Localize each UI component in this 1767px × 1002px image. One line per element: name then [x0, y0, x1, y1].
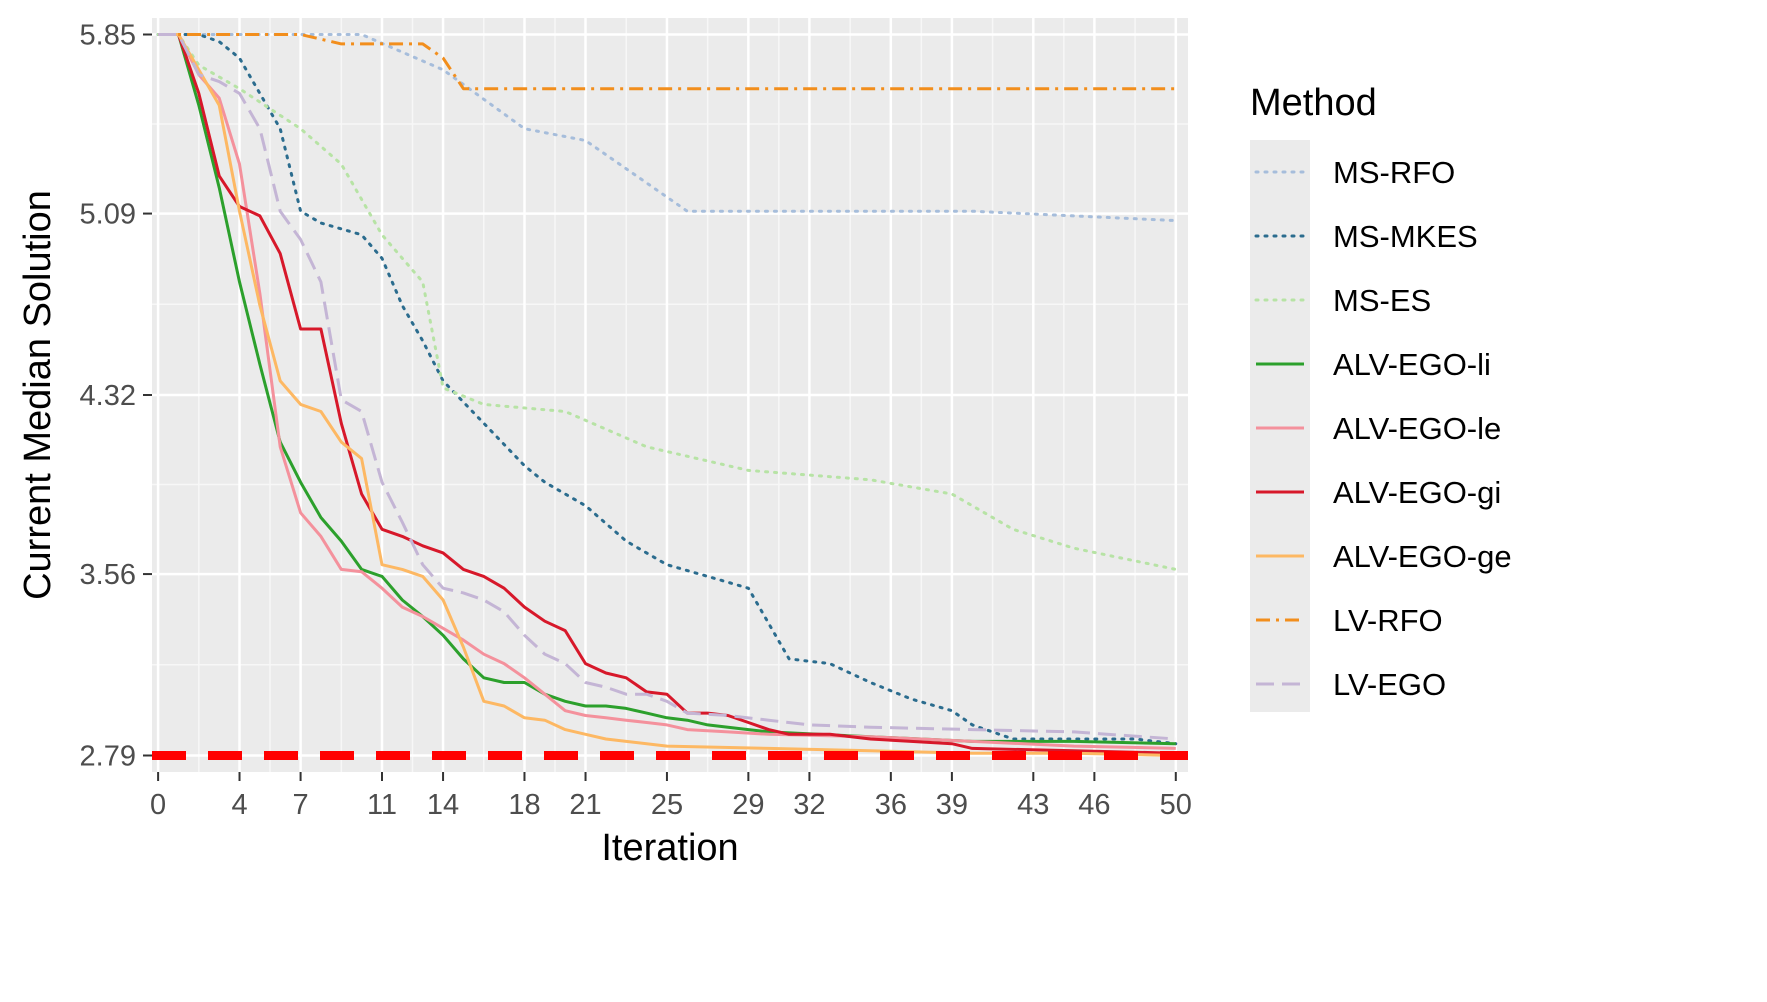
- x-tick-label: 36: [875, 789, 907, 821]
- series-line-lv-ego: [158, 33, 1176, 741]
- legend-label: MS-RFO: [1333, 155, 1455, 190]
- x-tick-label: 50: [1160, 789, 1192, 821]
- x-tick-label: 32: [793, 789, 825, 821]
- x-tick-label: 0: [150, 789, 166, 821]
- x-tick-label: 7: [293, 789, 309, 821]
- x-tick-label: 21: [569, 789, 601, 821]
- x-tick-label: 4: [231, 789, 247, 821]
- legend-label: ALV-EGO-gi: [1333, 475, 1501, 510]
- legend-items: MS-RFO MS-MKES MS-ES ALV-EGO-li ALV-EGO-le AL…: [1250, 140, 1512, 712]
- major-gridlines: [152, 18, 1188, 772]
- x-tick-label: 39: [936, 789, 968, 821]
- x-tick-label: 25: [651, 789, 683, 821]
- legend-item-ms-rfo: MS-RFO: [1254, 155, 1455, 190]
- legend-item-alv-ego-ge: ALV-EGO-ge: [1256, 539, 1512, 574]
- legend-label: LV-EGO: [1333, 667, 1446, 702]
- series-line-alv-ego-li: [158, 33, 1176, 746]
- x-tick-label: 46: [1078, 789, 1110, 821]
- legend-item-alv-ego-le: ALV-EGO-le: [1256, 411, 1501, 446]
- series-line-alv-ego-gi: [158, 33, 1176, 755]
- y-axis-title: Current Median Solution: [17, 190, 59, 600]
- axes: 0 4 7 11 14 18 21 25 29 32 36 39 43 46 50 2.79 3.56 4.32 5…: [80, 19, 1192, 821]
- y-tick-label: 5.85: [80, 19, 136, 51]
- legend-item-ms-mkes: MS-MKES: [1254, 219, 1478, 254]
- x-tick-label: 29: [732, 789, 764, 821]
- x-tick-label: 11: [367, 789, 397, 821]
- legend-key-background: [1250, 140, 1310, 712]
- y-tick-label: 2.79: [80, 741, 136, 773]
- series-line-alv-ego-ge: [158, 33, 1176, 757]
- legend-item-alv-ego-gi: ALV-EGO-gi: [1256, 475, 1501, 510]
- legend-label: MS-ES: [1333, 283, 1431, 318]
- x-tick-label: 18: [508, 789, 540, 821]
- x-axis-title: Iteration: [601, 827, 738, 869]
- legend-label: ALV-EGO-li: [1333, 347, 1491, 382]
- legend-label: ALV-EGO-le: [1333, 411, 1501, 446]
- legend: Method MS-RFO MS-MKES MS-ES ALV-EGO-li ALV-E…: [1250, 82, 1512, 712]
- legend-label: ALV-EGO-ge: [1333, 539, 1512, 574]
- series-lines: [156, 33, 1178, 757]
- x-tick-label: 14: [427, 789, 459, 821]
- legend-item-lv-ego: LV-EGO: [1256, 667, 1446, 702]
- series-line-alv-ego-le: [158, 33, 1176, 750]
- legend-item-lv-rfo: LV-RFO: [1256, 603, 1443, 638]
- legend-label: LV-RFO: [1333, 603, 1443, 638]
- y-tick-label: 3.56: [80, 559, 136, 591]
- series-line-ms-es: [156, 33, 1178, 571]
- legend-item-alv-ego-li: ALV-EGO-li: [1256, 347, 1491, 382]
- y-tick-label: 4.32: [80, 380, 136, 412]
- y-tick-label: 5.09: [80, 199, 136, 231]
- legend-label: MS-MKES: [1333, 219, 1478, 254]
- legend-item-ms-es: MS-ES: [1254, 283, 1431, 318]
- x-tick-label: 43: [1017, 789, 1049, 821]
- series-line-ms-mkes: [156, 33, 1178, 746]
- legend-title: Method: [1250, 82, 1377, 124]
